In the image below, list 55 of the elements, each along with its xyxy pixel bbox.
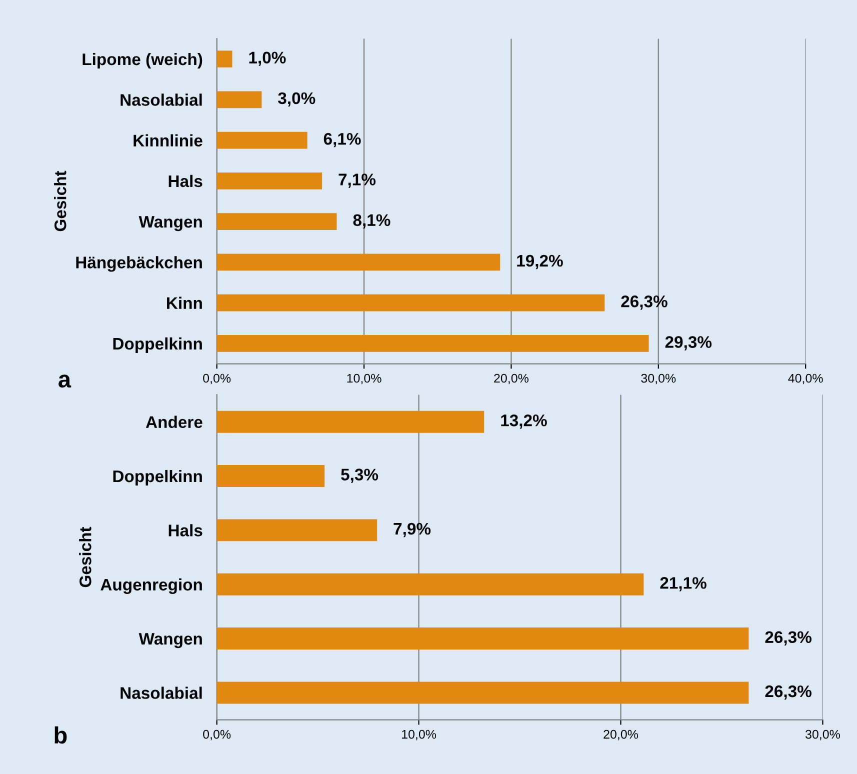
- data-label: 8,1%: [353, 214, 390, 228]
- y-axis-title: Gesicht: [79, 526, 92, 588]
- data-label: 7,1%: [338, 174, 376, 188]
- data-label: 26,3%: [621, 296, 668, 310]
- x-tick-label: 30,0%: [805, 730, 840, 740]
- data-label: 21,1%: [660, 577, 706, 592]
- bar: [216, 465, 325, 487]
- data-label: 26,3%: [765, 631, 812, 646]
- bar: [216, 335, 649, 352]
- bar: [216, 682, 749, 704]
- bar: [216, 628, 749, 650]
- y-tick-label: Kinn: [167, 296, 202, 309]
- data-label: 6,1%: [324, 132, 361, 148]
- y-axis-title: Gesicht: [54, 170, 66, 232]
- y-tick-label: Kinnlinie: [134, 134, 202, 146]
- y-tick-label: Andere: [146, 416, 202, 428]
- x-tick-label: 10,0%: [347, 374, 382, 384]
- x-tick-label: 20,0%: [604, 730, 638, 740]
- x-tick-label: 40,0%: [788, 374, 823, 384]
- bar: [216, 213, 337, 230]
- y-tick-label: Doppelkinn: [113, 470, 202, 486]
- data-label: 26,3%: [765, 685, 812, 700]
- y-tick-label: Augenregion: [100, 578, 202, 594]
- y-tick-label: Wangen: [138, 216, 202, 232]
- data-label: 19,2%: [517, 254, 563, 270]
- y-tick-label: Wangen: [138, 633, 202, 648]
- x-tick-label: 20,0%: [494, 374, 528, 384]
- data-label: 1,0%: [249, 52, 286, 66]
- x-tick-label: 30,0%: [641, 374, 676, 384]
- data-label: 13,2%: [501, 414, 547, 429]
- x-tick-label: 0,0%: [203, 730, 231, 740]
- x-tick-label: 10,0%: [402, 730, 436, 740]
- data-label: 3,0%: [278, 92, 316, 107]
- text: b: [54, 726, 67, 744]
- bar: [216, 410, 484, 433]
- y-tick-label: Nasolabial: [120, 686, 202, 699]
- y-tick-label: Hals: [168, 174, 202, 188]
- bar: [216, 254, 500, 271]
- x-tick-label: 0,0%: [203, 374, 231, 384]
- bar: [216, 294, 605, 312]
- y-tick-label: Doppelkinn: [113, 337, 202, 353]
- y-tick-label: Nasolabial: [120, 94, 202, 106]
- bar: [216, 50, 232, 68]
- bar: [216, 132, 308, 149]
- y-tick-label: Hängebäckchen: [76, 256, 202, 272]
- data-label: 5,3%: [341, 468, 378, 483]
- bar: [216, 519, 378, 542]
- bar: [216, 91, 262, 108]
- bar: [216, 573, 644, 596]
- y-tick-label: Lipome (weich): [82, 52, 202, 69]
- data-label: 7,9%: [394, 522, 431, 538]
- data-label: 29,3%: [665, 336, 712, 350]
- y-tick-label: Hals: [168, 524, 202, 536]
- bar: [216, 172, 322, 190]
- text: a: [58, 374, 72, 388]
